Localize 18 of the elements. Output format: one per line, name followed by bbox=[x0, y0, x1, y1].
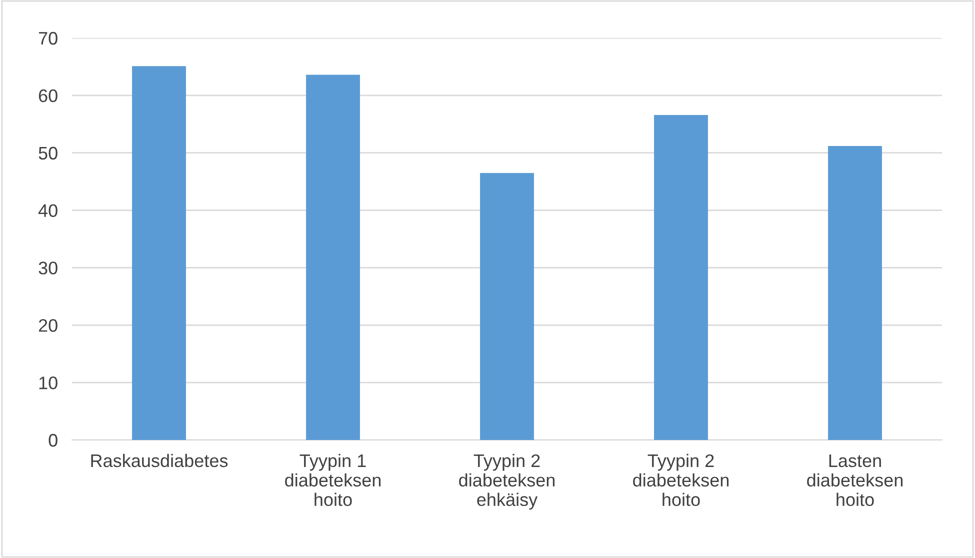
y-tick-label: 0 bbox=[48, 434, 58, 447]
bar bbox=[306, 74, 360, 440]
x-tick-label: Raskausdiabetes bbox=[91, 454, 228, 468]
bar bbox=[132, 66, 186, 440]
bar bbox=[828, 146, 882, 440]
y-tick-label: 40 bbox=[38, 204, 58, 218]
y-tick-label: 10 bbox=[39, 376, 58, 390]
y-tick-label: 60 bbox=[38, 89, 58, 102]
x-tick-label: Tyypin 1 diabeteksen hoito bbox=[285, 454, 381, 506]
x-tick-label: Tyypin 2 diabeteksen hoito bbox=[633, 454, 729, 506]
x-tick-label: Tyypin 2 diabeteksen ehkäisy bbox=[459, 454, 555, 510]
bar bbox=[480, 172, 534, 440]
x-tick-label: Lasten diabeteksen hoito bbox=[807, 454, 903, 506]
y-tick-label: 20 bbox=[38, 319, 58, 332]
y-tick-label: 70 bbox=[38, 32, 58, 45]
y-tick-label: 30 bbox=[38, 262, 58, 274]
y-tick-label: 50 bbox=[38, 146, 58, 160]
bar bbox=[654, 114, 708, 440]
